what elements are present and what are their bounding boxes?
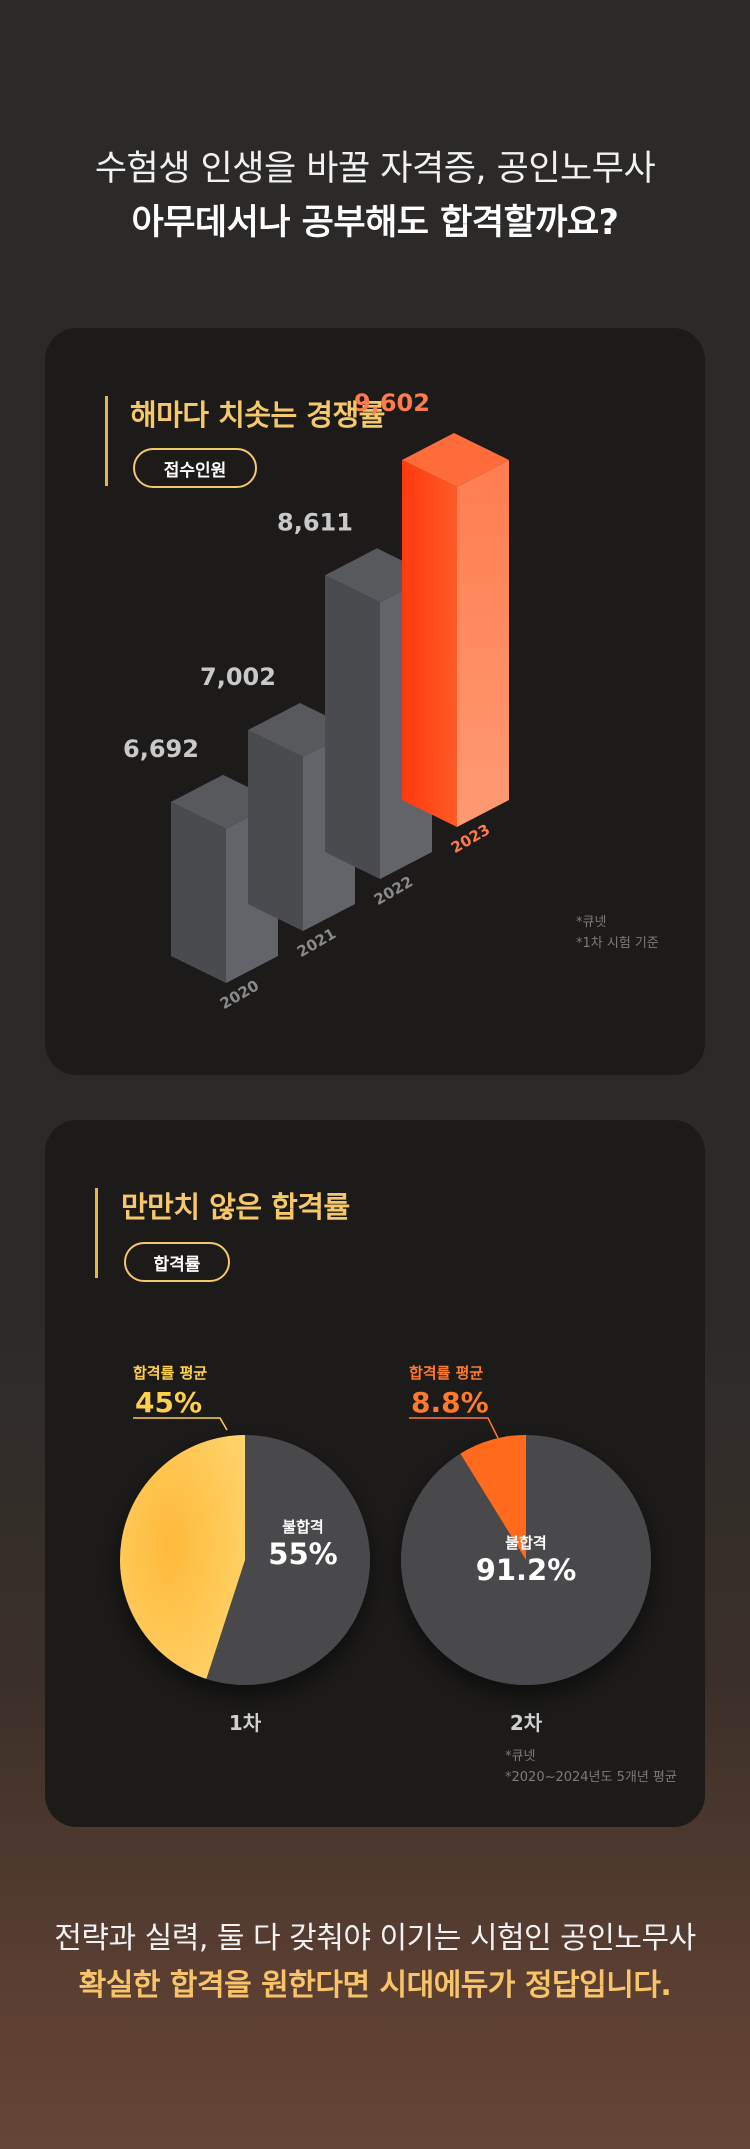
- section-title: 만만치 않은 합격률: [121, 1190, 350, 1224]
- bar-2023: [402, 433, 509, 827]
- pie-slice-pass: [460, 1435, 526, 1560]
- bar-value-label: 9,602: [354, 389, 430, 417]
- bar-category-label: 2022: [371, 872, 416, 908]
- source-note: *큐넷: [505, 1749, 536, 1764]
- bar-front-face: [171, 801, 226, 983]
- bar-front-face: [325, 575, 380, 879]
- pass-rate-card: 만만치 않은 합격률 합격률 합격률 평균 45% 불합격 55% 1차 합격률 평균 8.…: [45, 1120, 705, 1827]
- basis-note: *1차 시험 기준: [576, 936, 659, 951]
- bar-front-face: [402, 460, 457, 827]
- pass-rate-callout-label: 합격률 평균: [133, 1364, 207, 1382]
- applicants-bar-chart: 6,692 2020 7,002 2021 8,611 2022 9,602 2023: [123, 389, 509, 1013]
- footer-line1: 전략과 실력, 둘 다 갖춰야 이기는 시험인 공인노무사: [54, 1921, 696, 1956]
- bar-value-label: 6,692: [123, 735, 199, 763]
- pass-rate-value: 45%: [135, 1386, 202, 1419]
- source-note: *큐넷: [576, 915, 607, 930]
- applicants-pill: 접수인원: [133, 448, 257, 488]
- fail-label: 불합격: [282, 1518, 323, 1536]
- bar-category-label: 2020: [217, 976, 262, 1012]
- bar-top-face: [402, 433, 509, 487]
- pie-caption: 2차: [510, 1711, 543, 1735]
- headline-line2: 아무데서나 공부해도 합격할까요?: [131, 203, 619, 243]
- bar-value-label: 7,002: [200, 663, 276, 691]
- bar-category-label: 2021: [294, 924, 339, 960]
- pie-slice-pass: [119, 1435, 245, 1679]
- fail-value: 91.2%: [476, 1553, 577, 1587]
- bar-side-face: [457, 460, 509, 827]
- pie-1: [119, 1435, 370, 1685]
- bar-front-face: [248, 730, 303, 931]
- headline-line1: 수험생 인생을 바꿀 자격증, 공인노무사: [94, 149, 656, 189]
- section-accent-bar: [95, 1188, 98, 1278]
- bar-value-label: 8,611: [277, 508, 353, 536]
- footer-line2: 확실한 합격을 원한다면 시대에듀가 정답입니다.: [78, 1968, 672, 2003]
- bar-category-label: 2023: [448, 820, 493, 856]
- pass-rate-callout-label: 합격률 평균: [409, 1364, 483, 1382]
- fail-label: 불합격: [505, 1534, 546, 1552]
- callout-leader-line: [133, 1417, 228, 1431]
- pass-rate-pill: 합격률: [124, 1242, 230, 1282]
- pie-caption: 1차: [229, 1711, 262, 1735]
- section-accent-bar: [105, 396, 108, 486]
- pass-rate-value: 8.8%: [411, 1386, 489, 1419]
- callout-leader-line: [409, 1417, 499, 1439]
- period-note: *2020~2024년도 5개년 평균: [505, 1770, 677, 1785]
- fail-value: 55%: [268, 1537, 337, 1571]
- pie-slice-fail: [206, 1435, 370, 1685]
- applicants-card: 해마다 치솟는 경쟁률 접수인원 6,692 2020 7,002 2021 8,611…: [45, 328, 705, 1075]
- pie-2: [401, 1435, 651, 1685]
- section-title: 해마다 치솟는 경쟁률: [130, 398, 385, 432]
